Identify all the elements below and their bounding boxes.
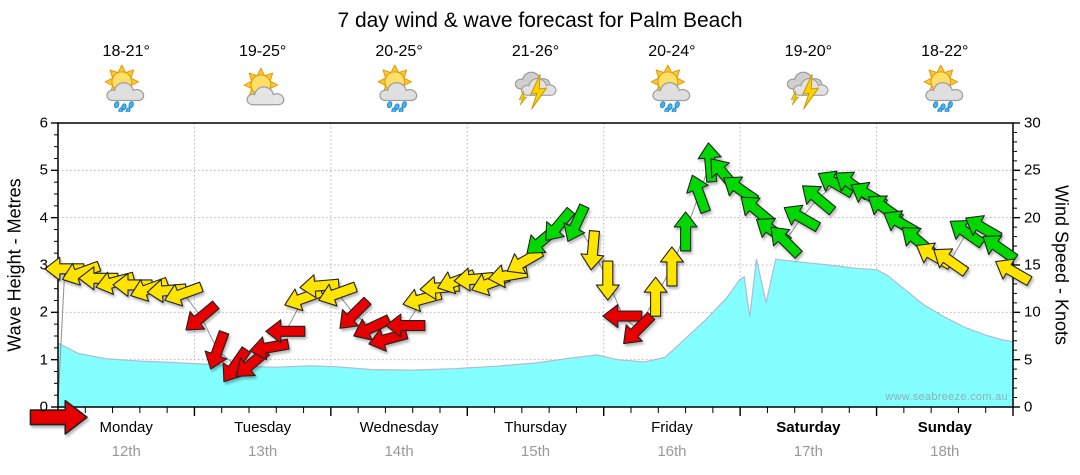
wind-arrow-yellow xyxy=(61,260,102,286)
wind-arrow-red xyxy=(339,296,372,329)
wind-arrow-red xyxy=(353,314,392,341)
wave-axis-tick-label: 5 xyxy=(39,161,48,179)
wave-axis-tick-label: 2 xyxy=(39,303,48,321)
wind-arrow-green xyxy=(783,204,822,233)
day-name-label: Sunday xyxy=(917,419,972,436)
wind-arrow-green xyxy=(965,215,1003,243)
wave-axis-tick-label: 4 xyxy=(39,209,48,227)
day-date-label: 14th xyxy=(384,443,414,460)
day-date-label: 16th xyxy=(657,443,687,460)
wind-axis-tick-label: 25 xyxy=(1024,161,1041,179)
day-date-label: 13th xyxy=(248,443,278,460)
temperature-range-label: 18-21° xyxy=(102,43,150,60)
day-name-label: Thursday xyxy=(504,419,567,436)
wind-arrow-yellow xyxy=(595,260,620,301)
wind-arrow-yellow xyxy=(453,267,495,292)
wind-arrow-yellow xyxy=(78,266,119,291)
temperature-range-label: 20-25° xyxy=(375,43,423,60)
day-date-label: 12th xyxy=(111,443,141,460)
wind-arrow-green xyxy=(686,174,711,215)
wind-axis-tick-label: 5 xyxy=(1024,351,1033,369)
page-title: 7 day wind & wave forecast for Palm Beac… xyxy=(337,9,743,32)
temperature-range-label: 19-25° xyxy=(238,43,287,60)
wave-axis-tick-label: 3 xyxy=(39,256,48,274)
wind-arrow-green xyxy=(563,203,590,242)
wind-arrow-red xyxy=(204,330,230,370)
wind-axis-tick-label: 0 xyxy=(1024,398,1033,416)
partly-cloudy-rain-icon xyxy=(647,62,697,112)
wind-arrow-green xyxy=(982,235,1019,264)
wind-arrow-red xyxy=(249,336,290,361)
wind-arrow-yellow xyxy=(643,276,668,317)
partly-cloudy-rain-icon xyxy=(920,62,970,112)
wind-axis-title: Wind Speed - Knots xyxy=(1051,184,1072,346)
wind-arrow-green xyxy=(770,226,803,259)
wind-axis-tick-label: 15 xyxy=(1024,256,1041,274)
wind-arrow-yellow xyxy=(164,281,204,307)
wind-arrow-red xyxy=(185,300,220,331)
wind-arrow-green xyxy=(802,185,837,216)
wind-arrow-green xyxy=(545,206,576,242)
wind-arrow-green xyxy=(949,219,986,249)
wave-height-area xyxy=(57,258,1014,407)
wind-axis-tick-label: 20 xyxy=(1024,209,1041,227)
thunderstorm-icon xyxy=(783,62,833,112)
wind-arrow-red xyxy=(385,313,426,338)
wind-arrow-red xyxy=(265,319,306,344)
wind-axis-tick-label: 10 xyxy=(1024,303,1041,321)
wind-arrow-yellow xyxy=(299,274,340,299)
thunderstorm-icon xyxy=(511,62,561,112)
wind-arrows xyxy=(29,142,1033,435)
day-date-label: 17th xyxy=(793,443,823,460)
day-name-label: Tuesday xyxy=(234,419,292,436)
watermark: www.seabreeze.com.au xyxy=(885,391,1008,403)
wind-arrow-yellow xyxy=(318,281,358,307)
wind-arrow-yellow xyxy=(112,272,153,297)
wind-arrow-red xyxy=(623,311,656,345)
wind-arrow-yellow xyxy=(933,248,970,277)
temperature-range-label: 19-20° xyxy=(784,43,833,60)
wave-axis-tick-label: 0 xyxy=(39,398,48,416)
wind-arrow-yellow xyxy=(659,246,684,287)
day-name-label: Friday xyxy=(651,419,693,436)
day-date-label: 18th xyxy=(930,443,960,460)
day-date-label: 15th xyxy=(520,443,551,460)
day-name-label: Wednesday xyxy=(359,419,439,436)
wave-axis-title: Wave Height - Metres xyxy=(4,178,25,352)
partly-cloudy-rain-icon xyxy=(101,62,151,112)
wind-axis-tick-label: 30 xyxy=(1024,114,1041,132)
wind-arrow-red xyxy=(29,399,88,435)
wind-arrow-green xyxy=(673,211,698,252)
wind-arrow-yellow xyxy=(995,258,1033,286)
partly-cloudy-rain-icon xyxy=(374,62,424,112)
wind-arrow-yellow xyxy=(146,279,188,304)
day-name-label: Monday xyxy=(99,419,153,436)
wind-arrow-yellow xyxy=(580,229,605,271)
wind-arrow-red xyxy=(602,304,643,329)
temperature-range-label: 20-24° xyxy=(648,43,696,60)
day-name-label: Saturday xyxy=(776,419,841,436)
partly-cloudy-icon xyxy=(238,62,288,112)
wind-arrow-yellow xyxy=(44,256,85,281)
temperature-range-label: 18-22° xyxy=(921,43,969,60)
temperature-range-label: 21-26° xyxy=(511,43,560,60)
wave-axis-tick-label: 1 xyxy=(39,351,48,369)
wave-axis-tick-label: 6 xyxy=(39,114,48,132)
